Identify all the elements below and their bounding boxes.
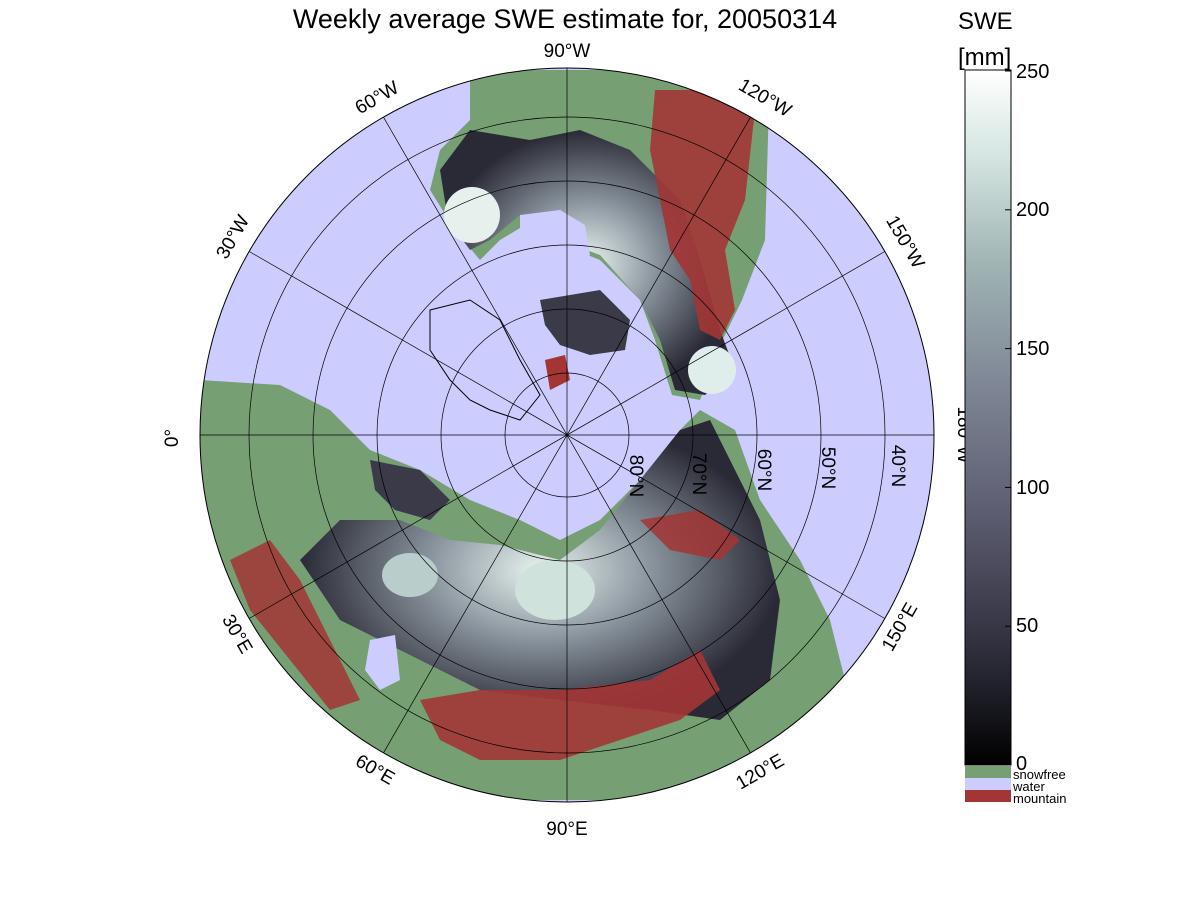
colorbar <box>964 69 1012 766</box>
map-title: Weekly average SWE estimate for, 2005031… <box>292 4 838 34</box>
cb-tick-150: 150 <box>1016 338 1050 360</box>
graticule <box>200 68 934 802</box>
mountain-europe <box>230 540 360 710</box>
snow-bright-siberia <box>515 560 595 620</box>
colorbar-title-line1: SWE <box>958 8 1013 35</box>
land-layer <box>200 70 850 800</box>
legend-swatch-mountain <box>965 790 1011 802</box>
legend-label-water: water <box>1013 779 1045 794</box>
cb-tick-100: 100 <box>1016 477 1050 499</box>
legend-label-snowfree: snowfree <box>1013 767 1066 782</box>
snow-bright-quebec <box>444 187 500 243</box>
hudson-bay <box>520 210 590 270</box>
legend-swatch-water <box>965 778 1011 790</box>
colorbar-title: SWE [mm] <box>958 4 1013 76</box>
mountain-islands <box>545 355 570 390</box>
cb-tick-50: 50 <box>1016 615 1039 637</box>
colorbar-title-line2: [mm] <box>958 44 1012 71</box>
lat-label-50n: 50°N <box>817 447 838 489</box>
arctic-islands <box>540 290 630 355</box>
caspian <box>365 635 400 690</box>
cb-tick-0: 0 <box>1016 753 1028 775</box>
mountain-rockies <box>650 90 755 340</box>
colorbar-ticks <box>1005 70 1011 627</box>
lon-label-0: 0° <box>162 429 183 447</box>
cb-tick-200: 200 <box>1016 199 1050 221</box>
cb-tick-250: 250 <box>1016 61 1050 83</box>
lat-label-70n: 70°N <box>688 453 709 495</box>
legend-swatch-snowfree <box>965 766 1011 778</box>
lat-label-40n: 40°N <box>887 445 908 487</box>
lat-label-80n: 80°N <box>625 455 646 497</box>
mountain-asia <box>420 650 720 760</box>
lat-label-60n: 60°N <box>753 449 774 491</box>
legend-label-mountain: mountain <box>1013 791 1067 806</box>
lon-label-90w: 90°W <box>544 41 591 62</box>
greenland <box>429 299 541 421</box>
mountain-east-siberia <box>640 510 740 560</box>
lon-label-90e: 90°E <box>546 819 587 840</box>
meridian-150W-30E <box>249 251 885 619</box>
map-border <box>199 67 935 803</box>
snow-bright-west <box>382 553 438 597</box>
snow-bright-alaska <box>688 346 736 394</box>
